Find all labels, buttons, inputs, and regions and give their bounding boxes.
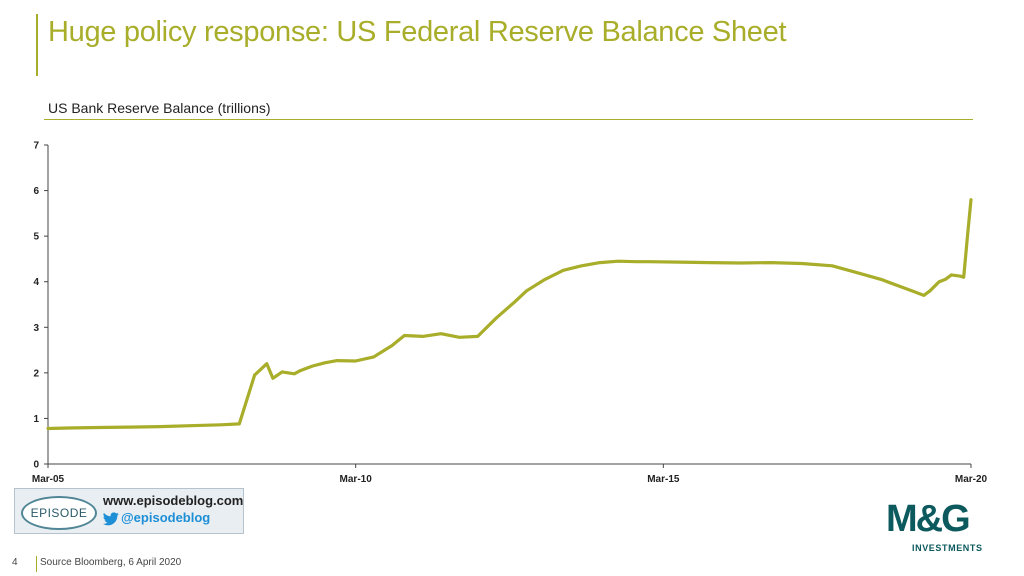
subtitle-divider (44, 119, 973, 120)
x-tick-label: Mar-20 (955, 474, 988, 485)
mg-wordmark: M&G (886, 498, 971, 540)
blog-badge[interactable]: EPISODE www.episodeblog.com @episodeblog (14, 488, 244, 534)
episode-logo: EPISODE (21, 496, 97, 530)
y-tick-label: 1 (33, 414, 39, 425)
title-accent-bar (36, 14, 38, 76)
y-tick-label: 5 (33, 232, 39, 243)
y-tick-label: 7 (33, 141, 39, 152)
y-tick-label: 2 (33, 368, 39, 379)
line-chart: 0 1 2 3 4 5 6 7 Mar-05 Mar-10 Mar-15 Mar-20 (32, 141, 988, 486)
page-number: 4 (12, 557, 18, 568)
source-note: Source Bloomberg, 6 April 2020 (40, 557, 182, 568)
source-accent-bar (36, 556, 37, 572)
y-tick-label: 3 (33, 323, 39, 334)
mg-investments-logo: M&G INVESTMENTS (886, 498, 990, 558)
page-title: Huge policy response: US Federal Reserve… (48, 16, 787, 48)
blog-url-link[interactable]: www.episodeblog.com (103, 493, 244, 508)
twitter-icon (103, 512, 119, 526)
episode-logo-text: EPISODE (30, 506, 88, 520)
x-tick-label: Mar-05 (32, 474, 65, 485)
x-tick-label: Mar-10 (340, 474, 373, 485)
y-tick-label: 4 (33, 277, 39, 288)
y-tick-label: 6 (33, 186, 39, 197)
chart-subtitle: US Bank Reserve Balance (trillions) (48, 100, 271, 116)
series-line (46, 198, 973, 431)
mg-investments-text: INVESTMENTS (912, 543, 983, 553)
x-tick-label: Mar-15 (647, 474, 680, 485)
blog-handle-link[interactable]: @episodeblog (121, 510, 211, 525)
y-tick-label: 0 (33, 460, 39, 471)
